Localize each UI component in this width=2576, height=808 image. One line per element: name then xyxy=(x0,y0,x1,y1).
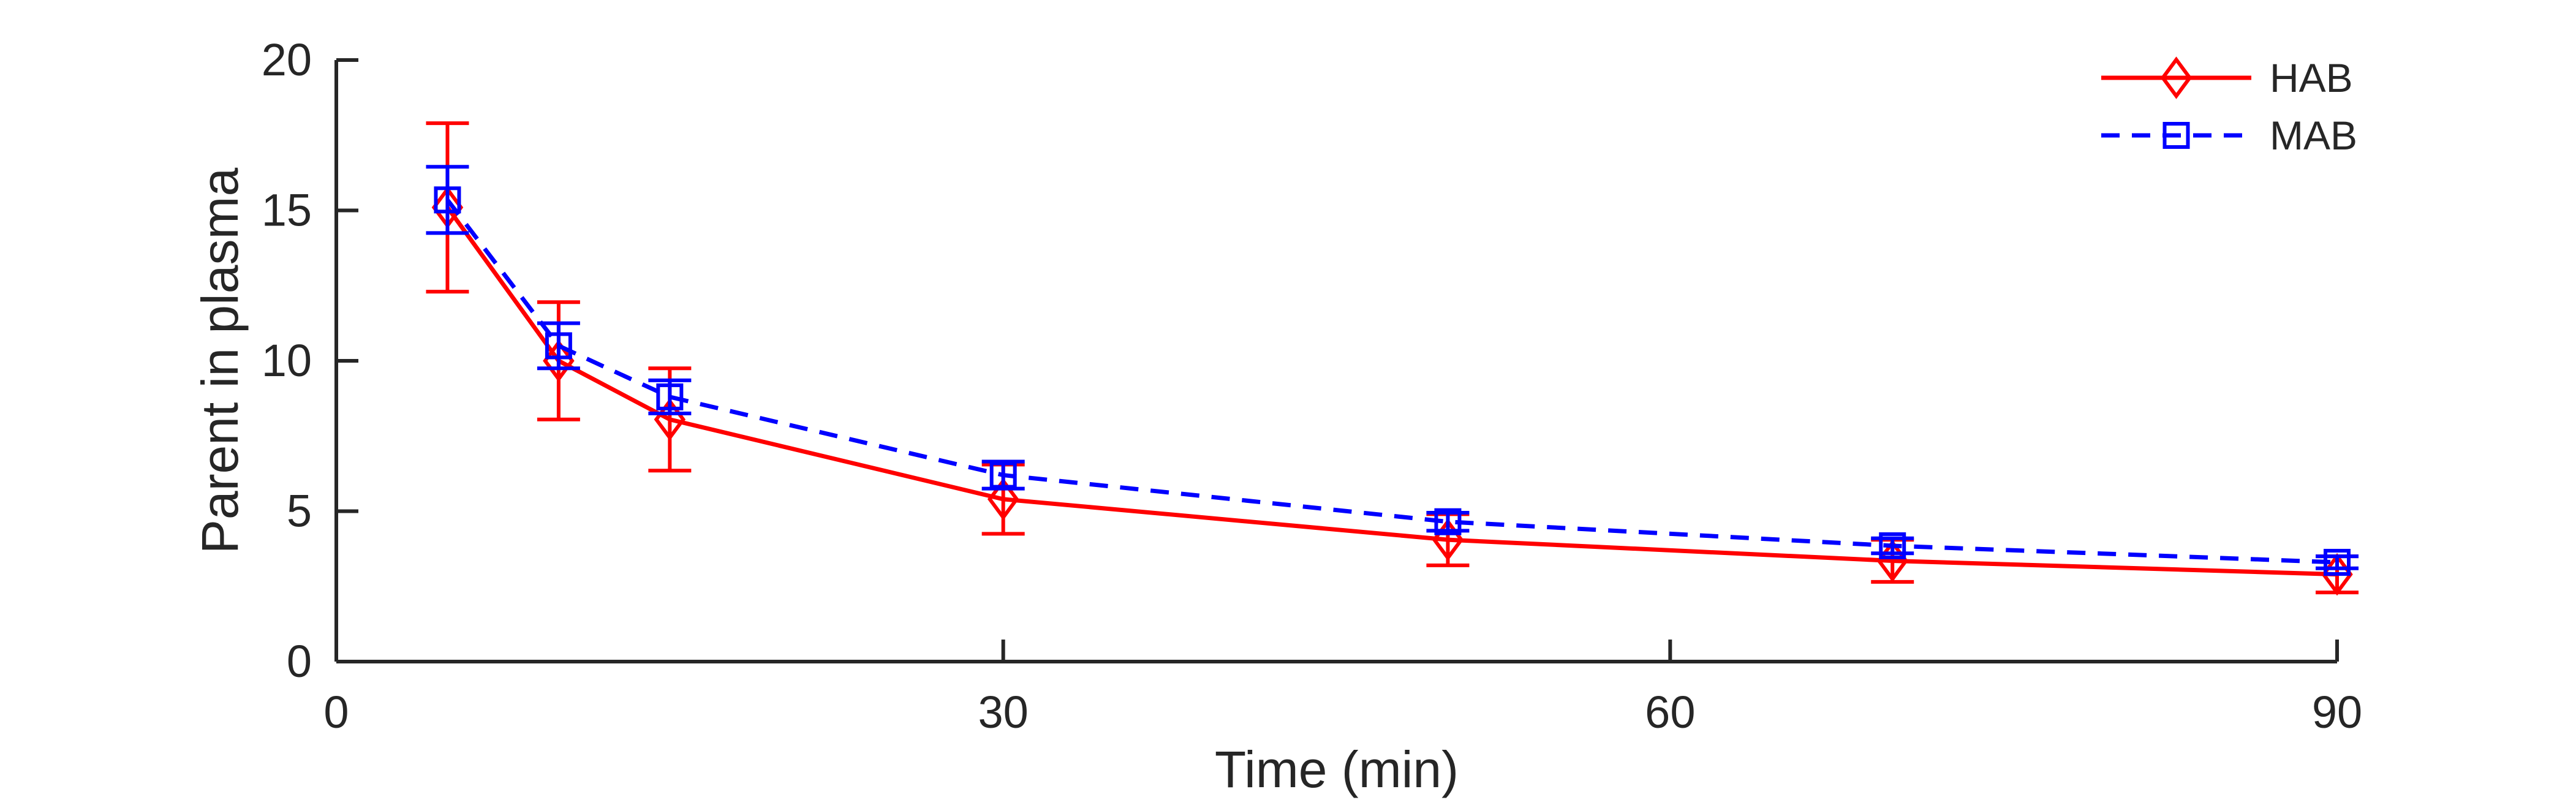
y-tick-label: 15 xyxy=(262,185,312,236)
x-tick-label: 60 xyxy=(1645,687,1695,738)
legend-hab-marker xyxy=(2160,56,2193,99)
mab-data-point xyxy=(545,332,572,360)
mab-data-point xyxy=(1879,532,1906,559)
legend-mab-label: MAB xyxy=(2270,113,2357,158)
mab-data-point xyxy=(656,383,684,410)
x-axis-label: Time (min) xyxy=(1215,741,1459,798)
x-tick-label: 90 xyxy=(2312,687,2362,738)
mab-data-point xyxy=(989,461,1017,489)
y-axis-label: Parent in plasma xyxy=(191,168,249,554)
y-tick-label: 10 xyxy=(262,335,312,386)
mab-series-line xyxy=(445,198,2338,565)
mab-data-point xyxy=(1434,508,1462,535)
hab-series-line xyxy=(445,206,2338,577)
hab-data-point xyxy=(987,478,1019,521)
legend-mab-marker xyxy=(2162,122,2190,149)
mab-data-point xyxy=(2324,548,2351,576)
y-tick-label: 0 xyxy=(287,636,312,687)
x-tick-label: 0 xyxy=(323,687,349,738)
mab-data-point xyxy=(434,186,461,214)
y-tick-label: 20 xyxy=(262,34,312,85)
x-tick-label: 30 xyxy=(978,687,1029,738)
y-tick-label: 5 xyxy=(287,486,312,537)
legend-hab-label: HAB xyxy=(2270,55,2353,100)
hab-data-point xyxy=(543,339,575,382)
